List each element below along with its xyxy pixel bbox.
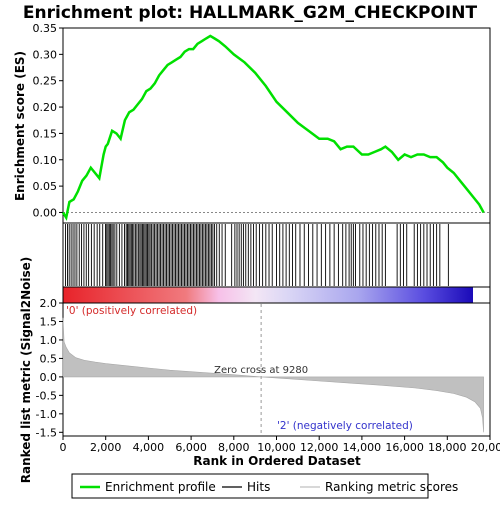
metric-y-tick-label: 0.5 — [40, 352, 58, 365]
positive-correlation-label: '0' (positively correlated) — [66, 305, 197, 317]
es-panel — [63, 28, 490, 223]
metric-y-tick-label: -1.0 — [36, 408, 57, 421]
metric-y-tick-label: 0.0 — [40, 371, 58, 384]
x-tick-label: 12,000 — [300, 441, 339, 454]
x-tick-label: 10,000 — [257, 441, 296, 454]
es-y-tick-label: 0.10 — [33, 154, 58, 167]
x-tick-label: 20,000 — [471, 441, 500, 454]
metric-y-tick-label: 1.0 — [40, 334, 58, 347]
es-y-axis-label: Enrichment score (ES) — [13, 51, 27, 201]
es-y-tick-label: 0.15 — [33, 127, 58, 140]
x-tick-label: 16,000 — [385, 441, 424, 454]
x-tick-label: 6,000 — [175, 441, 207, 454]
chart-title: Enrichment plot: HALLMARK_G2M_CHECKPOINT — [23, 3, 478, 23]
negative-correlation-label: '2' (negatively correlated) — [277, 420, 413, 432]
es-y-tick-label: 0.25 — [33, 75, 58, 88]
x-tick-label: 4,000 — [133, 441, 165, 454]
x-tick-label: 8,000 — [218, 441, 250, 454]
x-tick-label: 2,000 — [90, 441, 122, 454]
metric-y-axis: 2.0 1.5 1.0 0.5 0.0 -0.5 -1.0 -1.5 — [36, 297, 63, 439]
es-y-tick-label: 0.35 — [33, 22, 58, 35]
legend-ranking-metric-label: Ranking metric scores — [325, 480, 458, 494]
es-y-axis: 0.35 0.30 0.25 0.20 0.15 0.10 0.05 0.00 — [33, 22, 64, 219]
rank-gradient-bar — [63, 287, 473, 303]
metric-y-tick-label: -0.5 — [36, 389, 57, 402]
x-tick-label: 14,000 — [343, 441, 382, 454]
x-tick-label: 0 — [60, 441, 67, 454]
legend-hits-label: Hits — [247, 480, 270, 494]
x-tick-label: 18,000 — [428, 441, 467, 454]
metric-y-tick-label: -1.5 — [36, 426, 57, 439]
legend-enrichment-profile-label: Enrichment profile — [105, 480, 216, 494]
metric-y-tick-label: 2.0 — [40, 297, 58, 310]
legend-items: Enrichment profile Hits Ranking metric sco… — [80, 480, 458, 494]
metric-y-axis-label: Ranked list metric (Signal2Noise) — [19, 257, 33, 484]
zero-cross-label: Zero cross at 9280 — [214, 365, 308, 376]
es-y-tick-label: 0.30 — [33, 48, 58, 61]
es-y-tick-label: 0.20 — [33, 101, 58, 114]
metric-y-tick-label: 1.5 — [40, 315, 58, 328]
es-y-tick-label: 0.00 — [33, 206, 58, 219]
x-axis-label: Rank in Ordered Dataset — [193, 454, 361, 468]
es-y-tick-label: 0.05 — [33, 180, 58, 193]
